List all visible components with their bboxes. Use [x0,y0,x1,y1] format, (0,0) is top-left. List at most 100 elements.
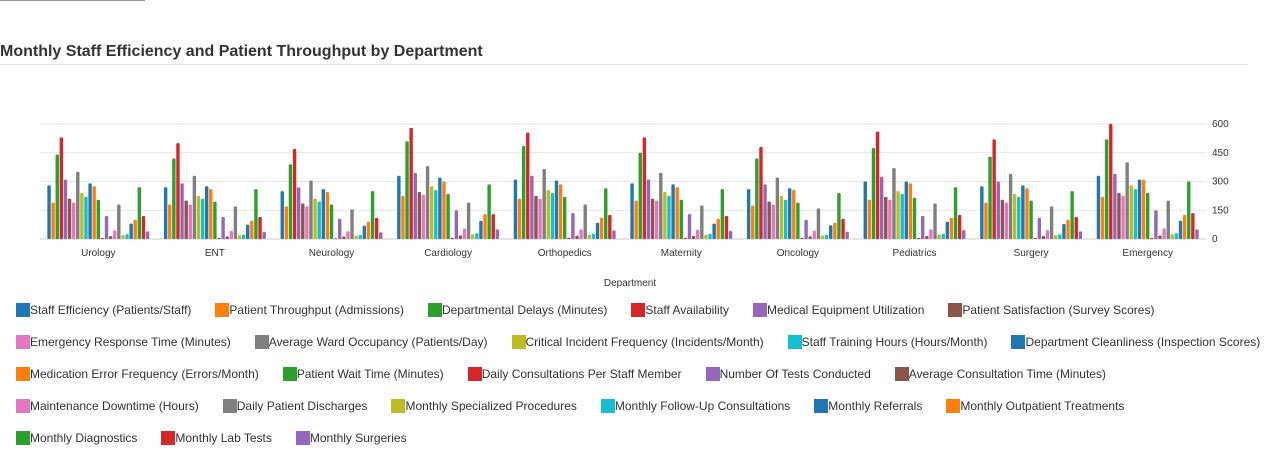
bar[interactable] [366,221,371,239]
bar[interactable] [117,204,121,240]
bar[interactable] [305,206,309,239]
bar[interactable] [567,237,571,239]
bar[interactable] [84,196,88,239]
bar[interactable] [250,220,254,239]
bar[interactable] [1041,236,1046,240]
bar[interactable] [912,197,917,239]
bar[interactable] [438,177,442,239]
bar[interactable] [209,189,213,239]
bar[interactable] [479,220,483,239]
bar[interactable] [829,225,833,239]
bar[interactable] [962,230,966,239]
bar[interactable] [1104,139,1109,239]
bar[interactable] [787,188,792,239]
bar[interactable] [450,237,454,239]
bar[interactable] [213,201,217,240]
bar[interactable] [949,217,954,239]
bar[interactable] [313,198,317,239]
bar[interactable] [1133,189,1138,239]
legend-item[interactable]: Monthly Outpatient Treatments [946,398,1124,414]
bar[interactable] [338,218,342,240]
bar[interactable] [301,203,305,239]
bar[interactable] [113,230,117,240]
legend-item[interactable]: Maintenance Downtime (Hours) [16,398,199,414]
bar[interactable] [254,189,258,239]
bar[interactable] [941,233,945,239]
bar[interactable] [483,214,487,239]
bar[interactable] [1178,220,1183,239]
bar[interactable] [767,201,771,240]
bar[interactable] [168,204,172,240]
bar[interactable] [1121,195,1125,240]
bar[interactable] [763,184,767,240]
bar[interactable] [937,234,941,239]
bar[interactable] [650,198,655,239]
bar[interactable] [401,195,405,240]
bar[interactable] [475,233,479,239]
bar[interactable] [751,205,755,239]
legend-item[interactable]: Monthly Referrals [814,398,922,414]
bar[interactable] [659,172,663,240]
bar[interactable] [542,169,546,239]
bar[interactable] [1146,193,1150,239]
bar[interactable] [145,231,150,239]
bar[interactable] [824,234,829,239]
bar[interactable] [945,221,950,239]
bar[interactable] [229,230,234,239]
bar[interactable] [88,183,92,239]
bar[interactable] [47,185,51,239]
bar[interactable] [1162,228,1166,239]
bar[interactable] [1109,124,1113,239]
bar[interactable] [812,230,817,239]
legend-item[interactable]: Daily Consultations Per Staff Member [467,366,682,382]
bar[interactable] [704,234,708,239]
bar[interactable] [163,187,168,239]
bar[interactable] [397,175,401,239]
bar[interactable] [1137,179,1142,239]
bar[interactable] [329,204,334,240]
bar[interactable] [225,236,229,239]
bar[interactable] [104,216,109,239]
bar[interactable] [1062,224,1066,239]
bar[interactable] [796,202,800,239]
bar[interactable] [526,132,530,240]
bar[interactable] [417,192,422,239]
bar[interactable] [612,230,616,240]
bar[interactable] [204,186,209,239]
bar[interactable] [1174,233,1179,239]
bar[interactable] [180,183,184,239]
bar[interactable] [1045,230,1050,239]
bar[interactable] [599,217,604,239]
bar[interactable] [792,190,796,240]
bar[interactable] [108,236,113,240]
bar[interactable] [724,216,729,239]
bar[interactable] [409,127,413,239]
bar[interactable] [1025,188,1029,239]
bar[interactable] [379,232,383,239]
bar[interactable] [284,206,289,239]
bar[interactable] [875,131,880,239]
bar[interactable] [413,172,417,240]
bar[interactable] [513,179,518,239]
bar[interactable] [358,234,362,239]
bar[interactable] [425,166,430,239]
bar[interactable] [1187,181,1191,240]
bar[interactable] [808,236,812,239]
bar[interactable] [1154,210,1158,239]
bar[interactable] [466,202,471,239]
bar[interactable] [687,214,692,239]
legend-item[interactable]: Emergency Response Time (Minutes) [16,334,231,350]
bar[interactable] [980,186,984,239]
bar[interactable] [888,199,892,239]
bar[interactable] [563,196,567,239]
bar[interactable] [133,219,137,239]
bar[interactable] [280,191,284,239]
bar[interactable] [984,202,988,239]
bar[interactable] [1037,217,1042,239]
bar[interactable] [71,202,76,239]
bar[interactable] [454,210,459,239]
bar[interactable] [309,180,313,239]
bar[interactable] [595,222,600,239]
bar[interactable] [1049,206,1054,239]
bar[interactable] [1021,185,1025,239]
